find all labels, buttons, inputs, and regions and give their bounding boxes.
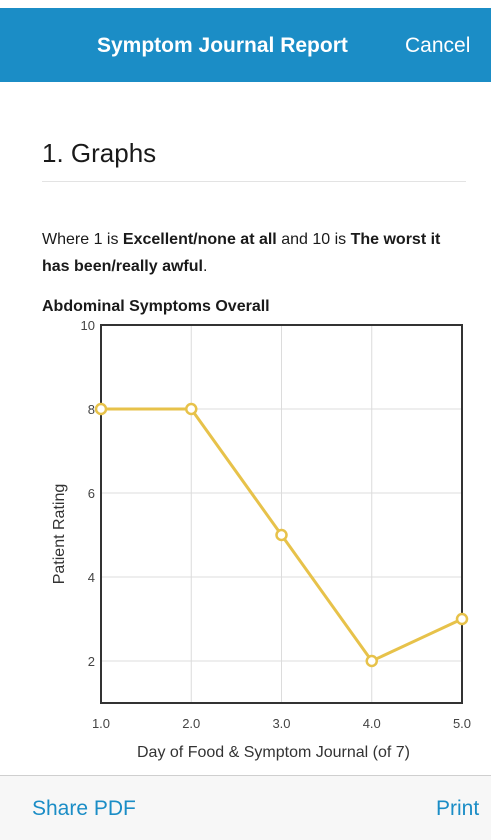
- chart-title: Abdominal Symptoms Overall: [42, 298, 270, 315]
- rating-scale-legend: Where 1 is Excellent/none at all and 10 …: [42, 226, 472, 280]
- data-point: [455, 612, 469, 626]
- data-point: [94, 402, 108, 416]
- symptom-line-chart: 2 4 6 8 10 1.0 2.0 3.0 4.0 5.0 Day of Food & Sympt…: [51, 318, 471, 761]
- cancel-button[interactable]: Cancel: [405, 34, 471, 57]
- section-divider: [42, 181, 466, 182]
- y-tick-label: 8: [88, 402, 95, 417]
- legend-middle: and 10 is: [276, 231, 351, 248]
- bottom-toolbar: [0, 775, 491, 840]
- legend-prefix: Where 1 is: [42, 231, 123, 248]
- print-button[interactable]: Print: [436, 797, 480, 820]
- x-axis-label: Day of Food & Symptom Journal (of 7): [137, 744, 410, 761]
- legend-best-label: Excellent/none at all: [122, 231, 277, 248]
- y-tick-label: 4: [88, 570, 95, 585]
- legend-worst-label: The worst it has been/really awful: [42, 231, 441, 275]
- share-pdf-button[interactable]: Share PDF: [32, 797, 136, 820]
- y-tick-label: 10: [81, 318, 95, 333]
- page-title: Symptom Journal Report: [97, 34, 348, 57]
- status-strip: [0, 0, 491, 8]
- x-tick-label: 5.0: [453, 716, 471, 731]
- data-point: [185, 402, 198, 416]
- navigation-bar: [0, 0, 491, 82]
- y-tick-label: 6: [88, 486, 95, 501]
- y-tick-label: 2: [88, 654, 95, 669]
- data-point: [365, 654, 378, 668]
- y-axis-label: Patient Rating: [51, 484, 68, 585]
- data-point: [275, 528, 288, 542]
- x-tick-label: 4.0: [363, 716, 381, 731]
- x-tick-label: 3.0: [272, 716, 290, 731]
- x-tick-label: 2.0: [182, 716, 200, 731]
- legend-suffix: .: [202, 258, 208, 275]
- section-heading: 1. Graphs: [42, 138, 157, 168]
- x-tick-label: 1.0: [92, 716, 110, 731]
- plot-frame: [100, 324, 463, 704]
